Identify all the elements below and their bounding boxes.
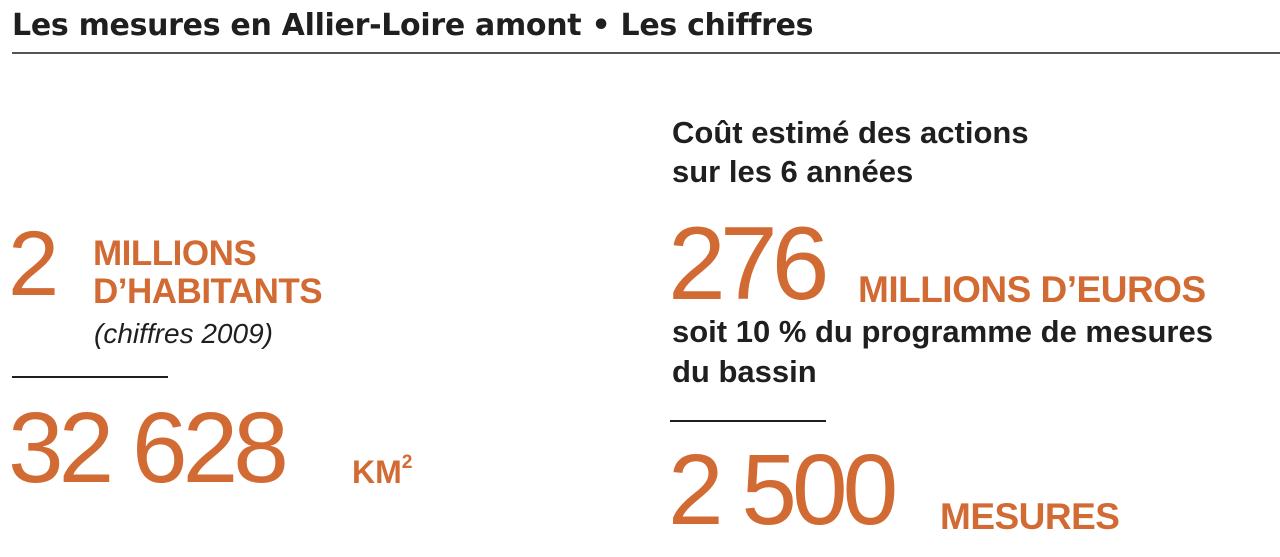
measures-number: 2 500	[668, 434, 898, 546]
area-number: 32 628	[8, 392, 289, 504]
population-unit-line2: D’HABITANTS	[93, 272, 323, 311]
area-unit: KM2	[352, 453, 412, 490]
cost-detail-line1: soit 10 % du programme de mesures	[672, 314, 1213, 349]
area-unit-text: KM	[352, 454, 402, 490]
population-number: 2	[8, 213, 59, 315]
cost-number: 276	[668, 206, 830, 322]
page-title: Les mesures en Allier-Loire amont • Les …	[12, 8, 814, 43]
measures-unit: MESURES	[940, 496, 1120, 537]
cost-heading-line1: Coût estimé des actions	[672, 115, 1029, 150]
right-divider	[670, 420, 826, 422]
cost-unit: MILLIONS D’EUROS	[858, 269, 1206, 310]
area-unit-superscript: 2	[401, 452, 413, 474]
cost-detail-line2: du bassin	[672, 354, 817, 389]
population-unit-line1: MILLIONS	[93, 234, 257, 273]
population-note: (chiffres 2009)	[94, 318, 273, 349]
left-divider	[12, 376, 168, 378]
cost-heading-line2: sur les 6 années	[672, 154, 914, 189]
header-divider	[12, 52, 1280, 54]
